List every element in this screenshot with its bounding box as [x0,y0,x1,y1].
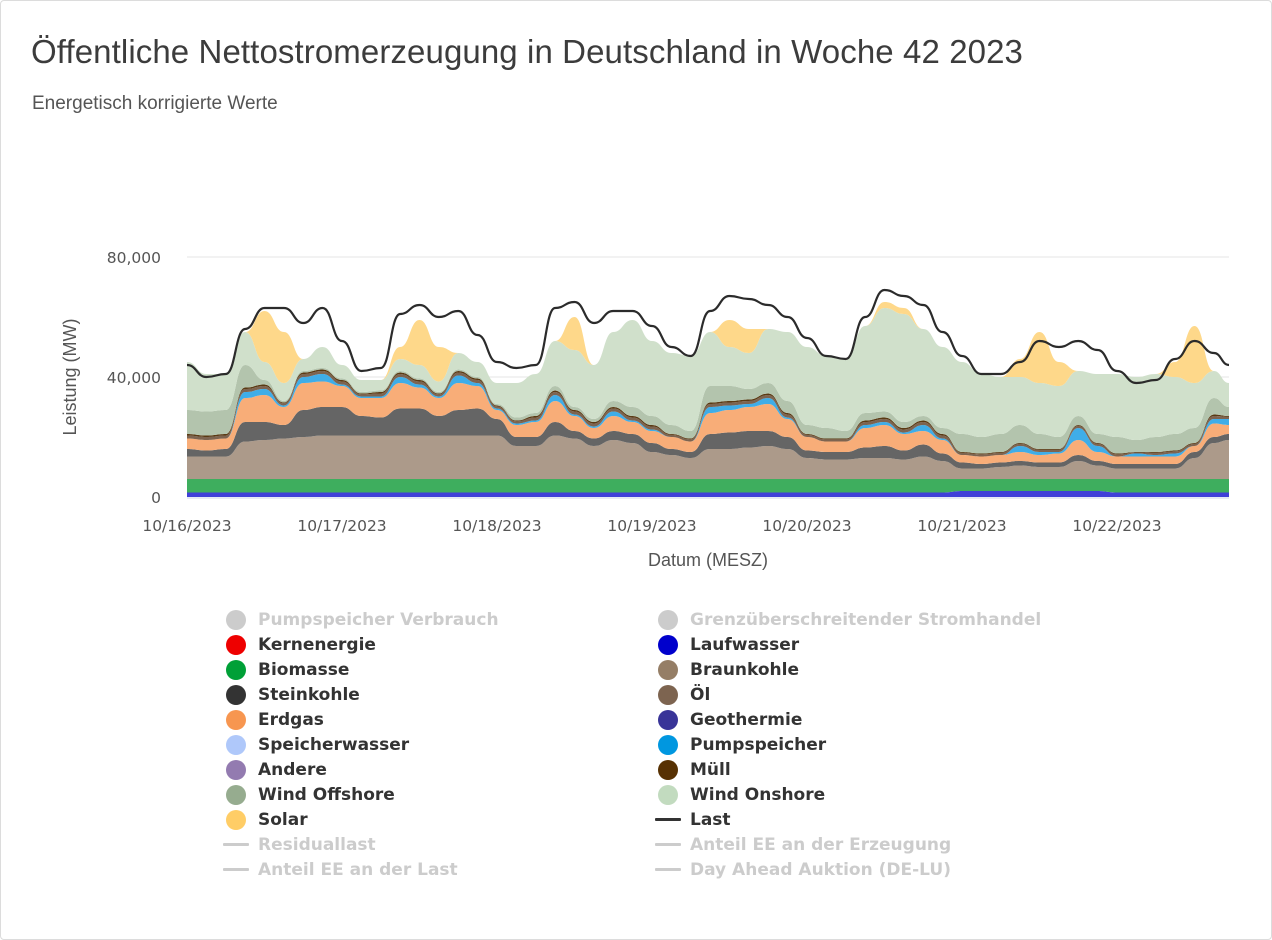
legend-item[interactable]: Day Ahead Auktion (DE-LU) [655,857,1041,882]
legend-item[interactable]: Laufwasser [655,632,1041,657]
legend-label: Erdgas [258,709,324,730]
legend-dot-icon [226,684,246,705]
legend-label: Pumpspeicher [690,734,827,755]
legend-item[interactable]: Grenzüberschreitender Stromhandel [655,607,1041,632]
x-axis-ticks: 10/16/2023 10/17/2023 10/18/2023 10/19/2023… [142,517,1161,535]
area-biomasse[interactable] [187,479,1229,493]
legend-dot-icon [226,659,246,680]
legend-label: Kernenergie [258,634,376,655]
area-solar[interactable] [187,302,1229,386]
legend-line-icon [223,843,249,846]
legend-item[interactable]: Andere [223,757,499,782]
x-tick-label: 10/17/2023 [297,517,386,535]
legend-dot-icon [226,759,246,780]
x-tick-label: 10/20/2023 [762,517,851,535]
legend-label: Speicherwasser [258,734,410,755]
x-axis-title: Datum (MESZ) [648,550,768,570]
line-last[interactable] [186,288,1230,385]
legend-label: Wind Onshore [690,784,826,805]
legend-dot-icon [658,659,678,680]
legend-label: Müll [690,759,731,780]
legend-label: Residuallast [258,834,376,855]
legend-dot-icon [226,634,246,655]
legend-item[interactable]: Solar [223,807,499,832]
legend-item[interactable]: Residuallast [223,832,499,857]
chart-subtitle: Energetisch korrigierte Werte [32,93,278,114]
legend-item[interactable]: Öl [655,682,1041,707]
y-tick-label: 0 [151,489,161,507]
legend-label: Solar [258,809,308,830]
y-tick-label: 40,000 [107,369,161,387]
x-tick-label: 10/22/2023 [1072,517,1161,535]
x-tick-label: 10/21/2023 [917,517,1006,535]
legend-line-icon [223,868,249,871]
series-lines [186,288,1230,385]
legend-item[interactable]: Steinkohle [223,682,499,707]
legend-label: Anteil EE an der Last [258,859,458,880]
area-steinkohle[interactable] [187,407,1229,469]
y-axis-title: Leistung (MW) [60,318,80,435]
legend-dot-icon [658,759,678,780]
legend-item[interactable]: Biomasse [223,657,499,682]
legend-dot-icon [226,809,246,830]
legend-label: Pumpspeicher Verbrauch [258,609,499,630]
legend-item[interactable]: Anteil EE an der Last [223,857,499,882]
legend-item[interactable]: Müll [655,757,1041,782]
legend-item[interactable]: Pumpspeicher Verbrauch [223,607,499,632]
legend-item[interactable]: Kernenergie [223,632,499,657]
legend-dot-icon [226,609,246,630]
legend-dot-icon [226,709,246,730]
legend-label: Last [690,809,731,830]
legend-dot-icon [658,684,678,705]
legend-item[interactable]: Last [655,807,1041,832]
legend-label: Andere [258,759,327,780]
area-erdgas[interactable] [187,381,1229,465]
legend-label: Wind Offshore [258,784,395,805]
legend-item[interactable]: Pumpspeicher [655,732,1041,757]
legend-dot-icon [658,634,678,655]
legend-label: Öl [690,684,711,705]
legend-item[interactable]: Geothermie [655,707,1041,732]
legend-label: Day Ahead Auktion (DE-LU) [690,859,951,880]
legend-label: Grenzüberschreitender Stromhandel [690,609,1042,630]
legend-line-icon [655,843,681,846]
legend-line-icon [655,818,681,821]
x-tick-label: 10/19/2023 [607,517,696,535]
legend-item[interactable]: Wind Offshore [223,782,499,807]
stacked-areas [187,302,1229,497]
legend-dot-icon [658,734,678,755]
legend-line-icon [655,868,681,871]
legend-dot-icon [658,709,678,730]
x-tick-label: 10/18/2023 [452,517,541,535]
legend-item[interactable]: Speicherwasser [223,732,499,757]
legend-label: Anteil EE an der Erzeugung [690,834,952,855]
y-tick-label: 80,000 [107,249,161,267]
legend-column-1: Pumpspeicher Verbrauch Kernenergie Biomass… [223,607,499,882]
area-wind-onshore[interactable] [187,308,1229,440]
legend-dot-icon [658,784,678,805]
legend-item[interactable]: Erdgas [223,707,499,732]
chart-title: Öffentliche Nettostromerzeugung in Deuts… [31,33,1024,70]
legend-dot-icon [226,734,246,755]
legend-label: Steinkohle [258,684,360,705]
legend-item[interactable]: Wind Onshore [655,782,1041,807]
legend-dot-icon [226,784,246,805]
legend-label: Geothermie [690,709,803,730]
x-tick-label: 10/16/2023 [142,517,231,535]
area-braunkohle[interactable] [187,435,1229,480]
chart-plot[interactable]: 0 40,000 80,000 10/16/2023 10/17/2023 10/18/… [1,1,1272,601]
legend-item[interactable]: Anteil EE an der Erzeugung [655,832,1041,857]
legend-label: Braunkohle [690,659,800,680]
area-wind-offshore[interactable] [187,365,1229,454]
legend-label: Laufwasser [690,634,800,655]
legend-dot-icon [658,609,678,630]
y-axis-ticks: 0 40,000 80,000 [107,249,161,507]
legend-label: Biomasse [258,659,350,680]
legend-column-2: Grenzüberschreitender Stromhandel Laufwas… [655,607,1041,882]
legend-item[interactable]: Braunkohle [655,657,1041,682]
